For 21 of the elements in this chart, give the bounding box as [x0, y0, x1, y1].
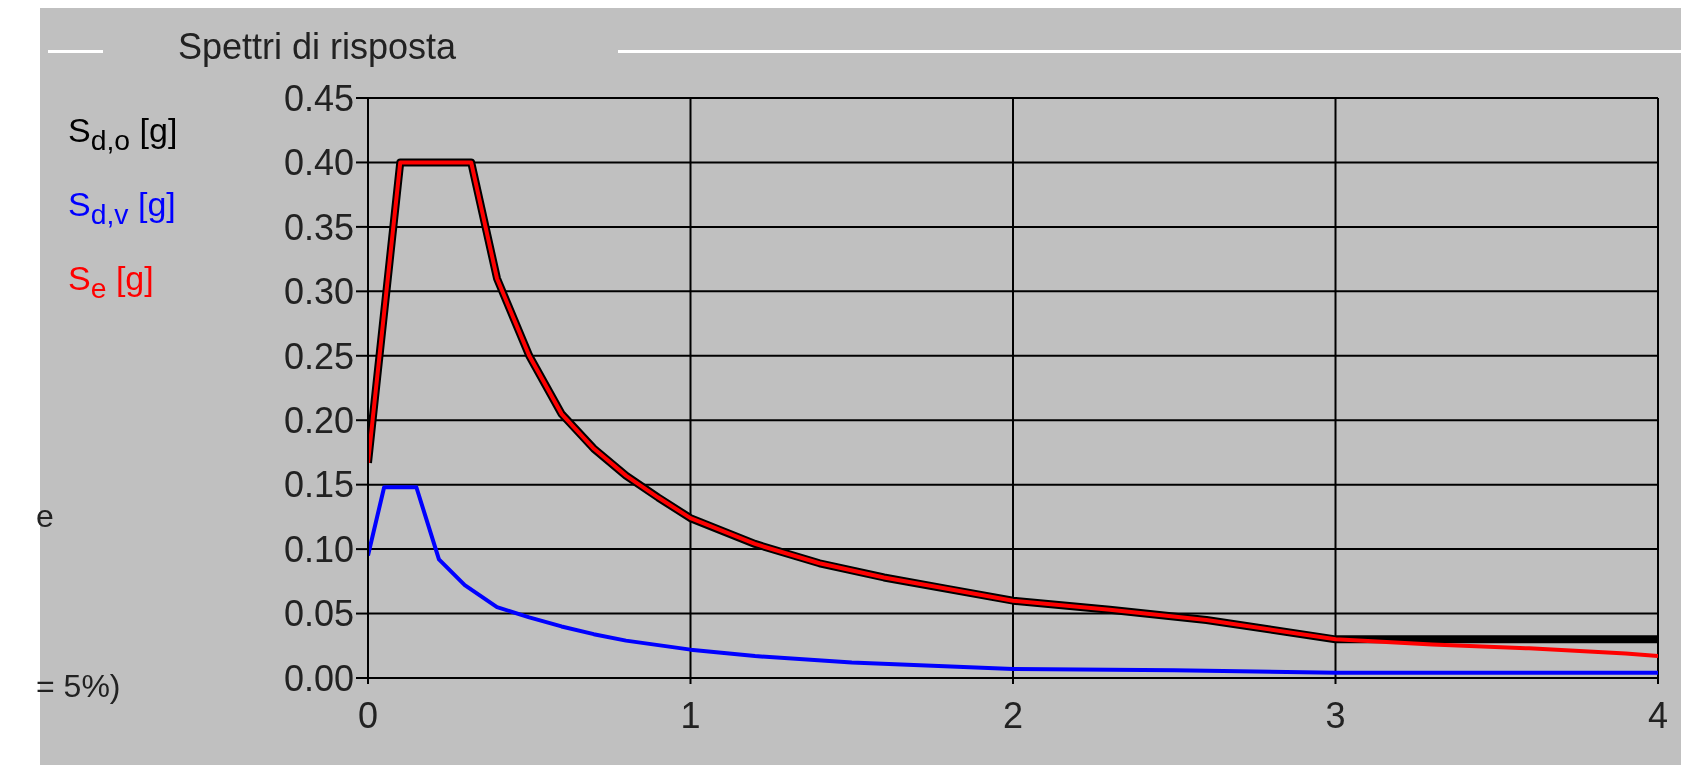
chart-title: Spettri di risposta — [178, 26, 457, 68]
y-tick-label: 0.10 — [283, 528, 354, 570]
y-tick-label: 0.15 — [283, 464, 354, 506]
x-tick-label: 3 — [1325, 694, 1346, 736]
y-tick-label: 0.00 — [283, 657, 354, 699]
x-tick-label: 1 — [680, 694, 701, 736]
x-tick-label: 0 — [357, 694, 379, 736]
y-tick-label: 0.40 — [283, 142, 354, 184]
text: S$_{d,o}$ [g] — [68, 110, 178, 158]
x-tick-label: 4 — [1647, 694, 1669, 736]
y-tick-label: 0.20 — [283, 400, 354, 441]
y-tick-label: 0.45 — [283, 77, 354, 119]
text: S$_{e}$ [g] — [68, 257, 155, 306]
y-tick-label: 0.30 — [283, 271, 354, 313]
text: = 5%) — [36, 668, 121, 705]
y-tick-label: 0.05 — [283, 593, 354, 635]
text: e — [36, 498, 54, 535]
text: S$_{d,v}$ [g] — [68, 183, 177, 232]
x-tick-label: 2 — [1002, 694, 1024, 736]
y-tick-label: 0.25 — [283, 335, 354, 377]
y-tick-label: 0.35 — [283, 206, 354, 248]
